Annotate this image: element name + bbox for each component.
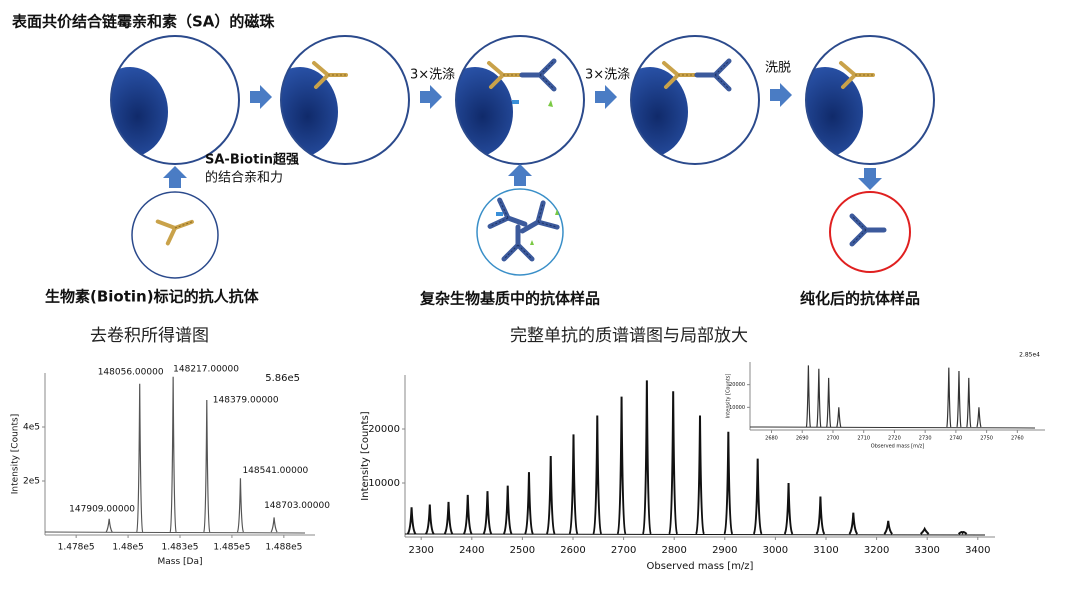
peak — [592, 415, 603, 535]
x-tick-label: 3200 — [864, 545, 889, 556]
peak — [956, 371, 962, 428]
peak-label: 148217.00000 — [173, 364, 239, 374]
peak — [783, 482, 794, 535]
peak — [136, 383, 144, 533]
peak — [668, 391, 679, 535]
x-tick-label: 1.485e5 — [213, 543, 250, 553]
peak — [723, 431, 734, 535]
peak — [919, 526, 930, 535]
chart-title: 去卷积所得谱图 — [90, 326, 209, 346]
peak — [502, 485, 513, 535]
x-tick-label: 2720 — [888, 436, 901, 442]
peak — [424, 504, 435, 535]
x-tick-label: 3400 — [965, 545, 990, 556]
x-tick-label: 1.488e5 — [265, 543, 302, 553]
annotation: 2.85e4 — [1019, 352, 1040, 359]
sample-label: 生物素(Biotin)标记的抗人抗体 — [45, 288, 260, 306]
peak — [836, 407, 842, 428]
peak — [815, 496, 826, 535]
peak — [883, 520, 893, 535]
antibodies — [155, 61, 884, 259]
peak-label: 147909.00000 — [69, 504, 135, 514]
x-tick-label: 2700 — [827, 436, 840, 442]
y-axis-label: Intensity [Counts] — [360, 411, 371, 501]
x-tick-label: 3100 — [813, 545, 838, 556]
x-tick-label: 2600 — [560, 545, 585, 556]
peak — [482, 491, 493, 535]
peak — [805, 365, 811, 428]
peak — [524, 472, 534, 535]
peak — [616, 396, 627, 535]
peak — [443, 501, 454, 535]
peak — [848, 512, 859, 535]
peak-label: 148056.00000 — [98, 367, 164, 377]
baseline — [44, 531, 306, 534]
y-axis-label: Intensity [Counts] — [11, 414, 21, 494]
y-tick-label: 20000 — [729, 382, 745, 388]
peak — [641, 380, 652, 535]
peak — [545, 455, 556, 535]
x-axis-label: Observed mass [m/z] — [871, 444, 925, 450]
x-tick-label: 2760 — [1011, 436, 1024, 442]
x-tick-label: 1.478e5 — [58, 543, 95, 553]
x-axis-label: Mass [Da] — [158, 557, 203, 567]
x-tick-label: 2500 — [510, 545, 535, 556]
x-tick-label: 2400 — [459, 545, 484, 556]
peak-label: 148379.00000 — [213, 396, 279, 406]
x-tick-label: 2740 — [950, 436, 963, 442]
y-tick-label: 20000 — [368, 424, 400, 435]
y-tick-label: 2e5 — [23, 477, 40, 487]
x-tick-label: 2800 — [661, 545, 686, 556]
peak — [957, 531, 968, 535]
beads — [110, 35, 935, 279]
x-axis-label: Observed mass [m/z] — [647, 561, 754, 572]
peak — [826, 377, 832, 428]
y-tick-label: 10000 — [368, 478, 400, 489]
x-tick-label: 2690 — [796, 436, 809, 442]
peak — [462, 494, 473, 535]
baseline — [404, 533, 986, 536]
x-tick-label: 2300 — [408, 545, 433, 556]
note: 的结合亲和力 — [205, 170, 283, 186]
x-tick-label: 3000 — [763, 545, 788, 556]
sample-label: 复杂生物基质中的抗体样品 — [419, 290, 600, 308]
x-tick-label: 2680 — [765, 436, 778, 442]
peak-label: 148703.00000 — [264, 501, 330, 511]
y-tick-label: 10000 — [729, 405, 745, 411]
step-label: 洗脱 — [765, 61, 791, 76]
x-tick-label: 1.48e5 — [112, 543, 143, 553]
y-axis-label: Intensity [Counts] — [726, 374, 732, 419]
peak — [203, 399, 211, 533]
peak — [105, 518, 113, 533]
x-tick-label: 2700 — [611, 545, 636, 556]
step-label: 3×洗涤 — [410, 68, 455, 83]
y-tick-label: 4e5 — [23, 423, 40, 433]
peak — [946, 367, 952, 428]
peak — [568, 434, 579, 535]
peak — [816, 368, 822, 428]
diagram-title: 表面共价结合链霉亲和素（SA）的磁珠 — [12, 13, 275, 31]
x-tick-label: 2900 — [712, 545, 737, 556]
baseline — [749, 426, 1036, 429]
peak — [270, 517, 278, 533]
annotation: 5.86e5 — [265, 373, 300, 384]
peak-label: 148541.00000 — [242, 466, 308, 476]
peak — [752, 458, 763, 535]
peak — [406, 507, 417, 535]
x-tick-label: 1.483e5 — [161, 543, 198, 553]
peak — [966, 377, 972, 428]
peak — [695, 415, 705, 535]
x-tick-label: 2730 — [919, 436, 932, 442]
x-tick-label: 2710 — [857, 436, 870, 442]
x-tick-label: 3300 — [914, 545, 939, 556]
sample-label: 纯化后的抗体样品 — [800, 290, 920, 308]
peak — [976, 407, 982, 428]
step-label: 3×洗涤 — [585, 68, 630, 83]
note: SA-Biotin超强 — [205, 152, 299, 168]
x-tick-label: 2750 — [980, 436, 993, 442]
chart-title: 完整单抗的质谱谱图与局部放大 — [510, 326, 748, 346]
peak — [169, 376, 177, 533]
peak — [236, 478, 245, 533]
